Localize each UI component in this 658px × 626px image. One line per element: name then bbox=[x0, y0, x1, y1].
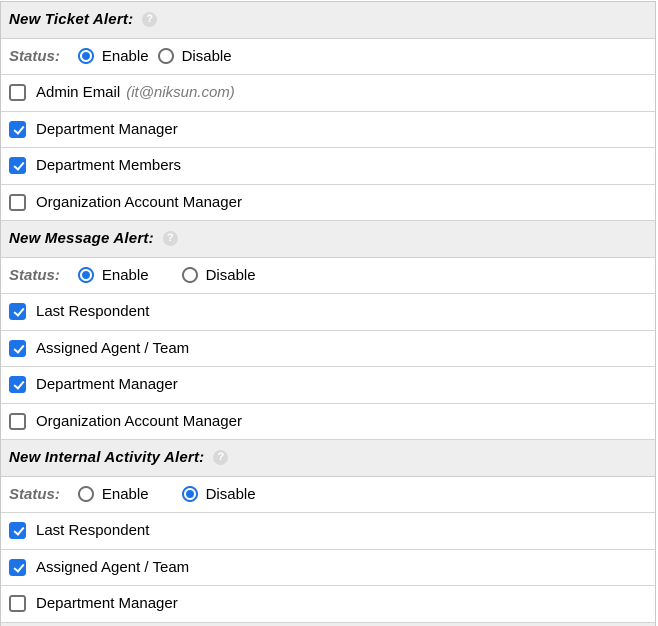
assigned-agent-team-label[interactable]: Assigned Agent / Team bbox=[36, 558, 190, 576]
last-respondent-checkbox[interactable] bbox=[9, 522, 26, 540]
status-label: Status: bbox=[9, 47, 60, 65]
assigned-agent-team-label[interactable]: Assigned Agent / Team bbox=[36, 339, 190, 357]
admin-email-label[interactable]: Admin Email bbox=[36, 84, 121, 102]
department-manager-checkbox[interactable] bbox=[9, 595, 26, 613]
section-title: New Ticket Alert: bbox=[9, 11, 134, 29]
organization-account-manager-label[interactable]: Organization Account Manager bbox=[36, 412, 242, 430]
option-row-department-manager: Department Manager bbox=[1, 586, 655, 623]
organization-account-manager-checkbox[interactable] bbox=[9, 193, 26, 211]
enable-radio-label[interactable]: Enable bbox=[101, 485, 149, 503]
disable-radio[interactable] bbox=[181, 486, 198, 503]
organization-account-manager-checkbox[interactable] bbox=[9, 412, 26, 430]
option-row-organization-account-manager: Organization Account Manager bbox=[1, 403, 655, 440]
option-row-organization-account-manager: Organization Account Manager bbox=[1, 184, 655, 221]
status-row-new-internal-activity-alert: Status: Enable Disable bbox=[1, 476, 655, 513]
section-header-new-ticket-alert: New Ticket Alert: bbox=[1, 2, 655, 39]
status-label: Status: bbox=[9, 266, 60, 284]
last-respondent-label[interactable]: Last Respondent bbox=[36, 522, 150, 540]
option-row-department-manager: Department Manager bbox=[1, 367, 655, 404]
section-title: New Message Alert: bbox=[9, 230, 154, 248]
admin-email-checkbox[interactable] bbox=[9, 84, 26, 102]
admin-email-address: (it@niksun.com) bbox=[126, 84, 235, 102]
disable-radio[interactable] bbox=[157, 48, 174, 65]
section-header-new-internal-activity-alert: New Internal Activity Alert: bbox=[1, 440, 655, 477]
option-row-department-manager: Department Manager bbox=[1, 111, 655, 148]
disable-radio[interactable] bbox=[181, 267, 198, 284]
assigned-agent-team-checkbox[interactable] bbox=[9, 339, 26, 357]
help-icon[interactable] bbox=[213, 450, 229, 466]
option-row-last-respondent: Last Respondent bbox=[1, 513, 655, 550]
enable-radio[interactable] bbox=[77, 486, 94, 503]
department-members-label[interactable]: Department Members bbox=[36, 157, 182, 175]
section-title: New Internal Activity Alert: bbox=[9, 449, 205, 467]
status-row-new-message-alert: Status: Enable Disable bbox=[1, 257, 655, 294]
option-row-assigned-agent-team: Assigned Agent / Team bbox=[1, 549, 655, 586]
option-row-last-respondent: Last Respondent bbox=[1, 294, 655, 331]
department-manager-label[interactable]: Department Manager bbox=[36, 376, 178, 394]
enable-radio-label[interactable]: Enable bbox=[101, 47, 149, 65]
section-header-new-message-alert: New Message Alert: bbox=[1, 221, 655, 258]
option-row-admin-email: Admin Email (it@niksun.com) bbox=[1, 75, 655, 112]
department-manager-checkbox[interactable] bbox=[9, 376, 26, 394]
organization-account-manager-label[interactable]: Organization Account Manager bbox=[36, 193, 242, 211]
department-members-checkbox[interactable] bbox=[9, 157, 26, 175]
department-manager-checkbox[interactable] bbox=[9, 120, 26, 138]
disable-radio-label[interactable]: Disable bbox=[205, 266, 256, 284]
enable-radio[interactable] bbox=[77, 48, 94, 65]
department-manager-label[interactable]: Department Manager bbox=[36, 595, 178, 613]
status-label: Status: bbox=[9, 485, 60, 503]
department-manager-label[interactable]: Department Manager bbox=[36, 120, 178, 138]
help-icon[interactable] bbox=[142, 12, 158, 28]
last-respondent-checkbox[interactable] bbox=[9, 303, 26, 321]
option-row-assigned-agent-team: Assigned Agent / Team bbox=[1, 330, 655, 367]
help-icon[interactable] bbox=[162, 231, 178, 247]
enable-radio[interactable] bbox=[77, 267, 94, 284]
disable-radio-label[interactable]: Disable bbox=[205, 485, 256, 503]
status-row-new-ticket-alert: Status: Enable Disable bbox=[1, 38, 655, 75]
option-row-department-members: Department Members bbox=[1, 148, 655, 185]
assigned-agent-team-checkbox[interactable] bbox=[9, 558, 26, 576]
next-section-header-peek bbox=[1, 622, 655, 626]
last-respondent-label[interactable]: Last Respondent bbox=[36, 303, 150, 321]
enable-radio-label[interactable]: Enable bbox=[101, 266, 149, 284]
disable-radio-label[interactable]: Disable bbox=[181, 47, 232, 65]
